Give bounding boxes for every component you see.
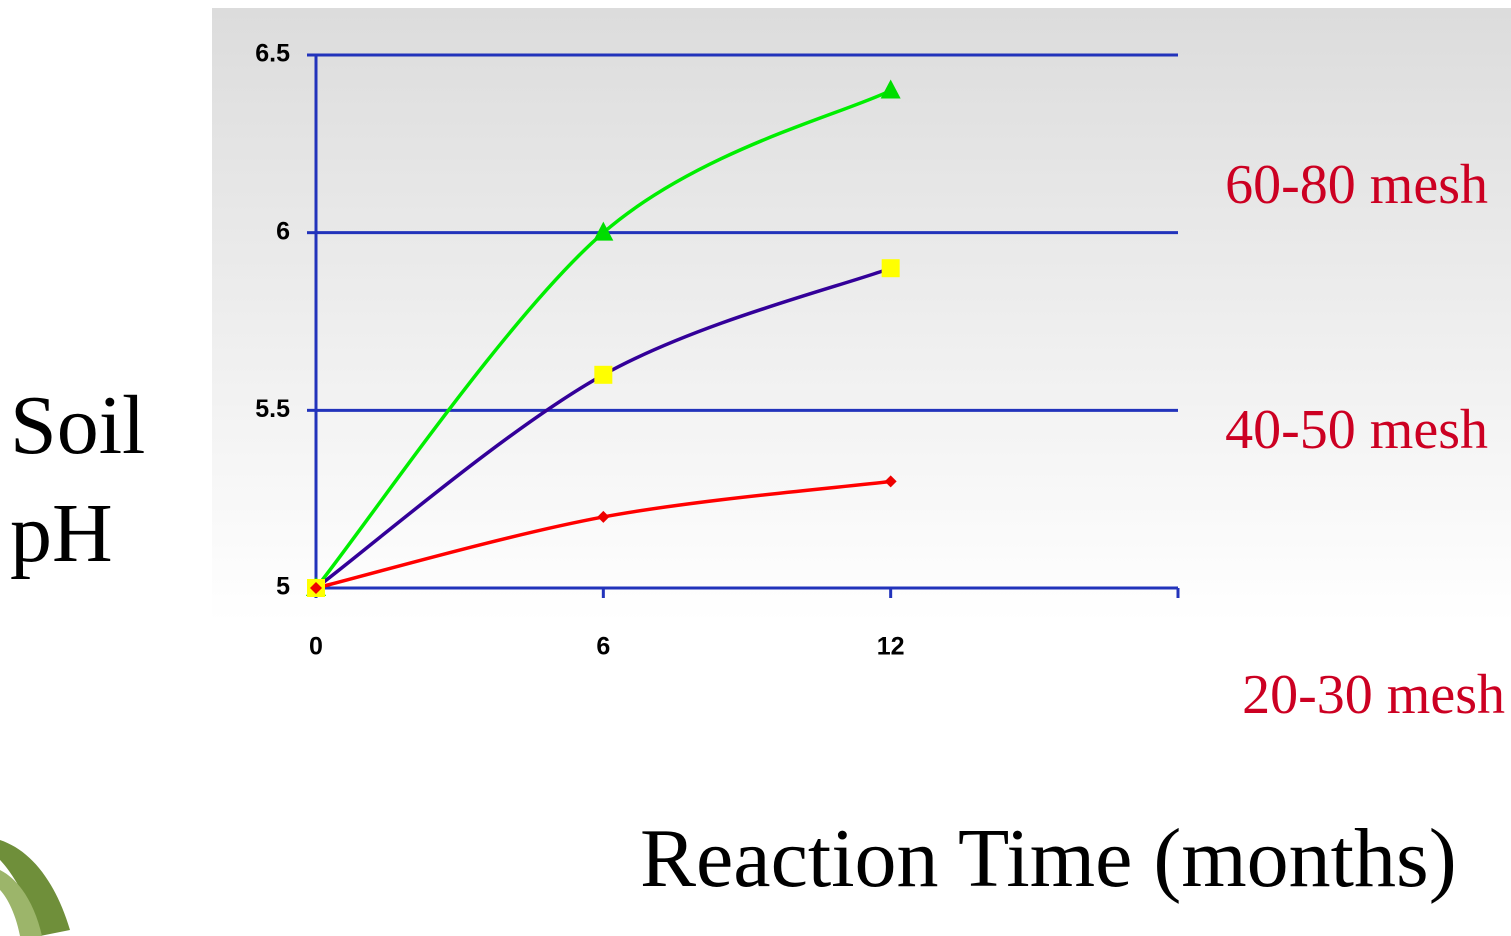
marker	[597, 510, 610, 523]
marker	[881, 259, 900, 278]
legend-label: 40-50 mesh	[1225, 399, 1488, 461]
y-axis-label: Soil pH	[10, 379, 146, 580]
x-axis-label: Reaction Time (months)	[640, 812, 1457, 905]
marker	[880, 79, 901, 99]
legend-label: 60-80 mesh	[1225, 154, 1488, 216]
marker	[310, 582, 322, 594]
x-tick-label: 12	[877, 633, 905, 661]
plot-background	[212, 8, 1511, 623]
legend-label: 20-30 mesh	[1242, 664, 1505, 726]
y-tick-label: 6	[276, 217, 290, 245]
logo	[0, 840, 70, 936]
y-tick-label: 5.5	[255, 395, 290, 423]
y-tick-label: 5	[276, 573, 290, 601]
x-tick-label: 6	[596, 633, 610, 661]
marker	[594, 365, 613, 384]
marker	[593, 221, 614, 241]
marker	[884, 475, 897, 488]
x-tick-label: 0	[309, 633, 323, 661]
y-tick-label: 6.5	[255, 40, 290, 68]
